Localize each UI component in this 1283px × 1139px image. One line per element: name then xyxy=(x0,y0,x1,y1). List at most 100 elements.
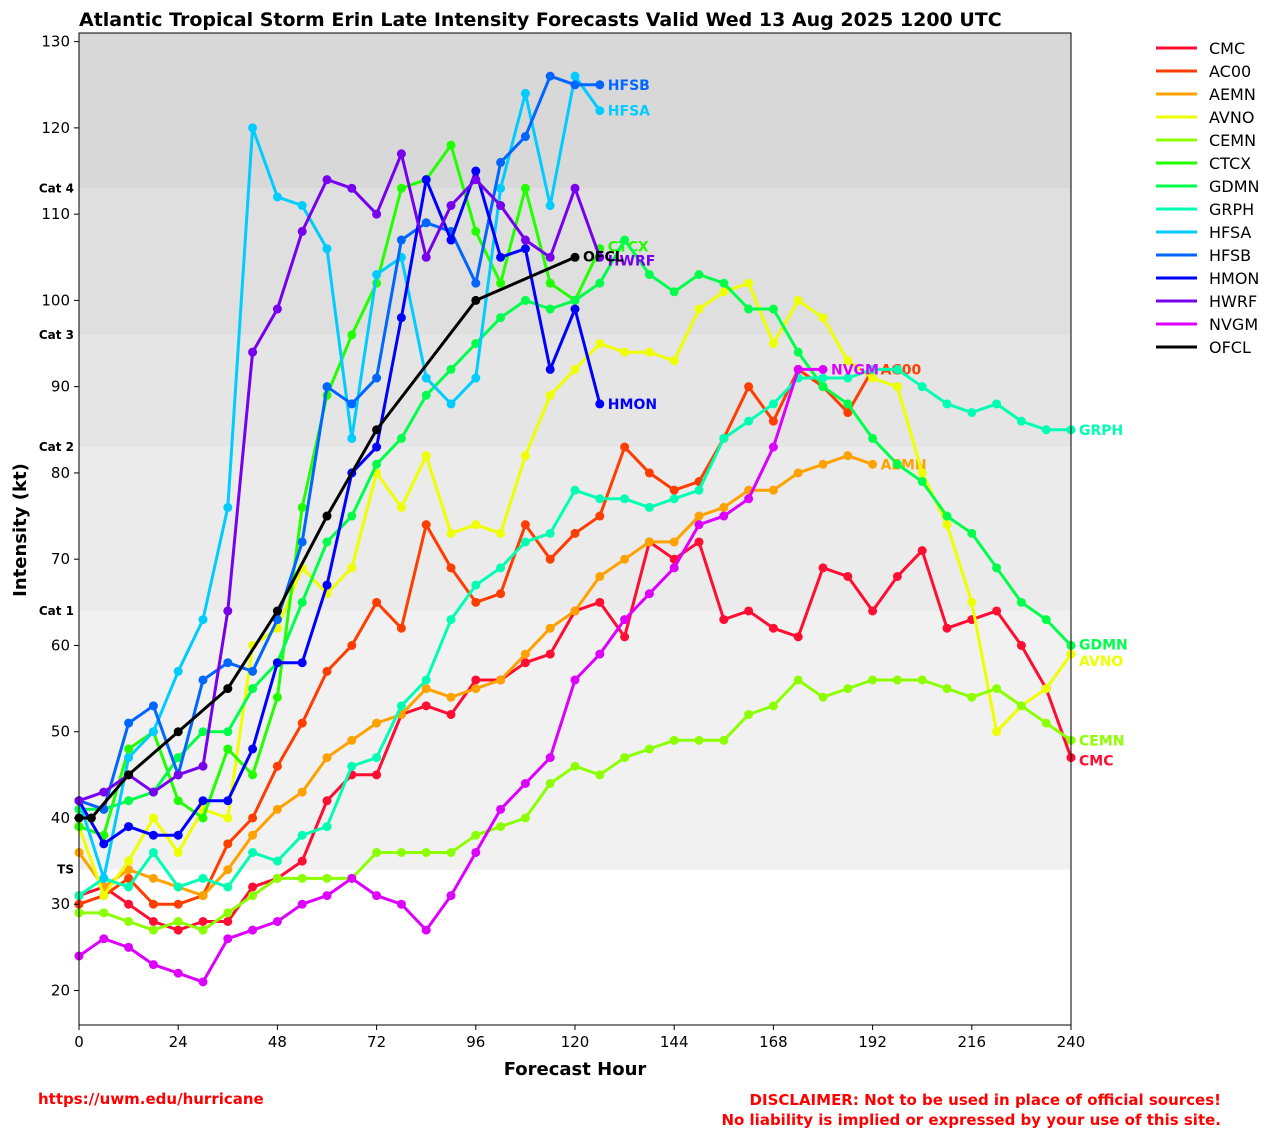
data-point xyxy=(198,727,208,737)
data-point xyxy=(868,675,878,685)
y-tick-label: 100 xyxy=(41,291,70,309)
data-point xyxy=(372,459,382,469)
data-point xyxy=(992,727,1002,737)
data-point xyxy=(322,796,332,806)
x-tick-label: 240 xyxy=(1057,1033,1086,1051)
data-point xyxy=(942,511,952,521)
data-point xyxy=(173,925,183,935)
data-point xyxy=(545,554,555,564)
data-point xyxy=(545,304,555,314)
data-point xyxy=(347,735,357,745)
y-tick-label: 40 xyxy=(51,809,70,827)
data-point xyxy=(496,675,506,685)
data-point xyxy=(223,606,233,616)
source-url[interactable]: https://uwm.edu/hurricane xyxy=(38,1090,264,1108)
series-layer: CMCAC00AEMNAVNOCEMNCTCXGDMNGRPHHFSAHFSBH… xyxy=(74,71,1128,987)
data-point xyxy=(421,701,431,711)
data-point xyxy=(545,364,555,374)
data-point xyxy=(620,347,630,357)
data-point xyxy=(297,830,307,840)
data-point xyxy=(520,813,530,823)
data-point xyxy=(223,839,233,849)
data-point xyxy=(620,753,630,763)
data-point xyxy=(1016,416,1026,426)
series-line xyxy=(78,143,602,837)
data-point xyxy=(496,278,506,288)
data-point xyxy=(570,80,580,90)
data-point xyxy=(421,847,431,857)
data-point xyxy=(496,157,506,167)
data-point xyxy=(148,727,158,737)
data-point xyxy=(297,201,307,211)
data-point xyxy=(992,684,1002,694)
data-point xyxy=(198,761,208,771)
data-point xyxy=(372,847,382,857)
data-point xyxy=(768,485,778,495)
data-point xyxy=(595,649,605,659)
data-point xyxy=(248,666,258,676)
data-point xyxy=(768,399,778,409)
data-point xyxy=(644,589,654,599)
data-point xyxy=(644,537,654,547)
data-point xyxy=(942,520,952,530)
data-point xyxy=(843,373,853,383)
data-point xyxy=(545,649,555,659)
data-point xyxy=(768,339,778,349)
data-point xyxy=(471,278,481,288)
data-point xyxy=(471,830,481,840)
data-point xyxy=(744,278,754,288)
data-point xyxy=(818,382,828,392)
legend-label: CMC xyxy=(1209,39,1245,58)
disclaimer-line-1: DISCLAIMER: Not to be used in place of o… xyxy=(749,1091,1221,1109)
data-point xyxy=(843,399,853,409)
data-point xyxy=(1041,425,1051,435)
legend-item-avno: AVNO xyxy=(1156,108,1254,127)
data-point xyxy=(868,433,878,443)
data-point xyxy=(248,813,258,823)
data-point xyxy=(322,175,332,185)
data-point xyxy=(372,442,382,452)
data-point xyxy=(570,485,580,495)
category-label: Cat 4 xyxy=(39,181,74,195)
data-point xyxy=(198,977,208,987)
data-point xyxy=(322,537,332,547)
data-point xyxy=(917,477,927,487)
legend-item-hfsa: HFSA xyxy=(1156,223,1251,242)
data-point xyxy=(347,399,357,409)
data-point xyxy=(892,459,902,469)
data-point xyxy=(719,615,729,625)
x-tick-label: 216 xyxy=(957,1033,986,1051)
data-point xyxy=(173,882,183,892)
x-tick-label: 168 xyxy=(759,1033,788,1051)
data-point xyxy=(198,675,208,685)
data-point xyxy=(843,571,853,581)
data-point xyxy=(272,606,282,616)
series-line xyxy=(78,74,600,811)
y-tick-label: 90 xyxy=(51,378,70,396)
data-point xyxy=(322,753,332,763)
data-point xyxy=(520,183,530,193)
series-aemn: AEMN xyxy=(74,451,927,901)
data-point xyxy=(372,753,382,763)
data-point xyxy=(892,364,902,374)
legend-label: CTCX xyxy=(1209,154,1251,173)
data-point xyxy=(124,865,134,875)
data-point xyxy=(818,459,828,469)
data-point xyxy=(669,735,679,745)
data-point xyxy=(372,718,382,728)
data-point xyxy=(1016,597,1026,607)
x-tick-label: 192 xyxy=(858,1033,887,1051)
data-point xyxy=(818,692,828,702)
data-point xyxy=(843,451,853,461)
series-hmon: HMON xyxy=(74,166,657,849)
data-point xyxy=(520,520,530,530)
legend-item-gdmn: GDMN xyxy=(1156,177,1260,196)
data-point xyxy=(471,295,481,305)
series-line xyxy=(78,152,602,803)
data-point xyxy=(173,727,183,737)
data-point xyxy=(719,278,729,288)
series-line xyxy=(77,169,602,846)
data-point xyxy=(570,183,580,193)
legend-item-cemn: CEMN xyxy=(1156,131,1256,150)
y-tick-label: 130 xyxy=(41,33,70,51)
